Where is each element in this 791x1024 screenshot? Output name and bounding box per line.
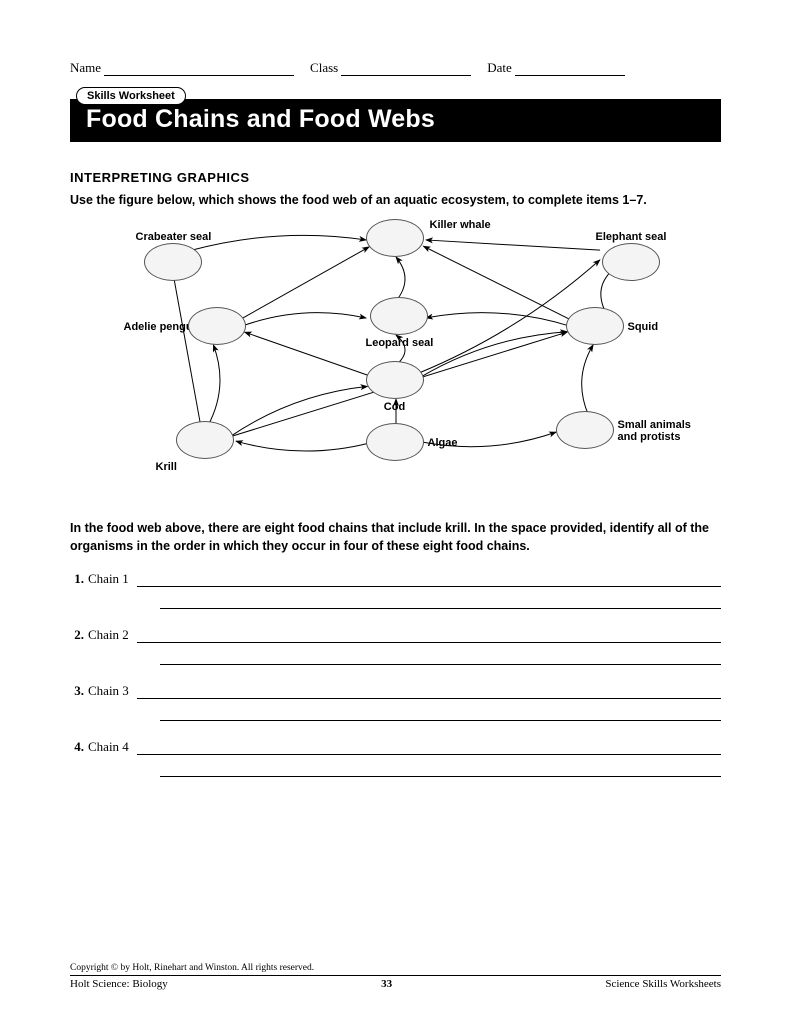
answer-line-continued[interactable] xyxy=(160,651,721,665)
section-heading: INTERPRETING GRAPHICS xyxy=(70,170,721,185)
organism-icon xyxy=(144,243,202,281)
chain-label: Chain 4 xyxy=(88,739,129,755)
organism-icon xyxy=(370,297,428,335)
organism-icon xyxy=(366,361,424,399)
edge-squid-leopard xyxy=(425,313,569,327)
page-number: 33 xyxy=(381,978,392,990)
worksheet-page: Name Class Date Skills Worksheet Food Ch… xyxy=(0,0,791,1024)
node-label: Small animals and protists xyxy=(618,419,698,443)
name-label: Name xyxy=(70,60,101,76)
chain-label: Chain 2 xyxy=(88,627,129,643)
name-underline[interactable] xyxy=(104,62,294,76)
node-label: Adelie penguin xyxy=(124,321,184,333)
food-web-diagram: Crabeater seal Killer whale Elephant seal A… xyxy=(86,221,706,501)
class-label: Class xyxy=(310,60,338,76)
answer-line[interactable] xyxy=(137,741,721,755)
node-label: Crabeater seal xyxy=(136,231,212,243)
answer-line[interactable] xyxy=(137,573,721,587)
edge-algae-krill xyxy=(235,441,369,451)
organism-icon xyxy=(366,423,424,461)
chain-item: 3.Chain 3 xyxy=(70,683,721,699)
node-label: Cod xyxy=(366,401,424,413)
node-label: Elephant seal xyxy=(596,231,667,243)
chain-number: 4. xyxy=(70,739,84,755)
header-fields: Name Class Date xyxy=(70,60,721,76)
answer-line-continued[interactable] xyxy=(160,595,721,609)
node-algae: Algae xyxy=(366,423,508,463)
answer-line[interactable] xyxy=(137,685,721,699)
copyright-text: Copyright © by Holt, Rinehart and Winsto… xyxy=(70,963,721,976)
node-label: Killer whale xyxy=(430,219,491,231)
edge-crabeater-killerwhale xyxy=(191,235,365,250)
chain-number: 2. xyxy=(70,627,84,643)
answer-line[interactable] xyxy=(137,629,721,643)
chain-label: Chain 3 xyxy=(88,683,129,699)
edge-krill-adelie xyxy=(208,345,220,425)
edge-adelie-killerwhale xyxy=(239,247,369,320)
node-cod: Cod xyxy=(366,361,424,413)
task-paragraph: In the food web above, there are eight f… xyxy=(70,519,721,555)
edge-cod-adelie xyxy=(244,332,370,376)
date-underline[interactable] xyxy=(515,62,625,76)
node-label: Krill xyxy=(156,461,234,473)
answer-line-continued[interactable] xyxy=(160,763,721,777)
class-underline[interactable] xyxy=(341,62,471,76)
chain-item: 1.Chain 1 xyxy=(70,571,721,587)
organism-icon xyxy=(366,219,424,257)
node-crabeater: Crabeater seal xyxy=(136,231,212,283)
chain-number: 3. xyxy=(70,683,84,699)
footer-left: Holt Science: Biology xyxy=(70,978,168,990)
skills-worksheet-tag: Skills Worksheet xyxy=(76,87,186,105)
chain-item: 2.Chain 2 xyxy=(70,627,721,643)
organism-icon xyxy=(602,243,660,281)
chain-label: Chain 1 xyxy=(88,571,129,587)
node-adelie: Adelie penguin xyxy=(124,307,246,347)
chain-list: 1.Chain 1 2.Chain 2 3.Chain 3 4.Chain 4 xyxy=(70,571,721,777)
node-leopard: Leopard seal xyxy=(366,297,434,349)
footer-right: Science Skills Worksheets xyxy=(605,978,721,990)
node-label: Leopard seal xyxy=(366,337,434,349)
node-squid: Squid xyxy=(566,307,708,347)
chain-number: 1. xyxy=(70,571,84,587)
node-killerwhale: Killer whale xyxy=(366,219,491,259)
instruction-text: Use the figure below, which shows the fo… xyxy=(70,191,721,209)
page-footer: Copyright © by Holt, Rinehart and Winsto… xyxy=(70,963,721,990)
node-elephant: Elephant seal xyxy=(596,231,667,283)
answer-line-continued[interactable] xyxy=(160,707,721,721)
chain-item: 4.Chain 4 xyxy=(70,739,721,755)
edge-protists-squid xyxy=(581,345,592,415)
node-label: Algae xyxy=(428,437,508,449)
organism-icon xyxy=(188,307,246,345)
edge-leopard-killerwhale xyxy=(396,257,405,301)
title-block: Skills Worksheet Food Chains and Food We… xyxy=(70,86,721,142)
node-protists: Small animals and protists xyxy=(556,411,698,451)
edge-adelie-leopard xyxy=(241,313,365,326)
organism-icon xyxy=(176,421,234,459)
page-title: Food Chains and Food Webs xyxy=(76,99,721,142)
date-label: Date xyxy=(487,60,512,76)
edge-krill-cod xyxy=(230,387,367,437)
node-krill: Krill xyxy=(176,421,234,473)
organism-icon xyxy=(556,411,614,449)
node-label: Squid xyxy=(628,321,708,333)
organism-icon xyxy=(566,307,624,345)
